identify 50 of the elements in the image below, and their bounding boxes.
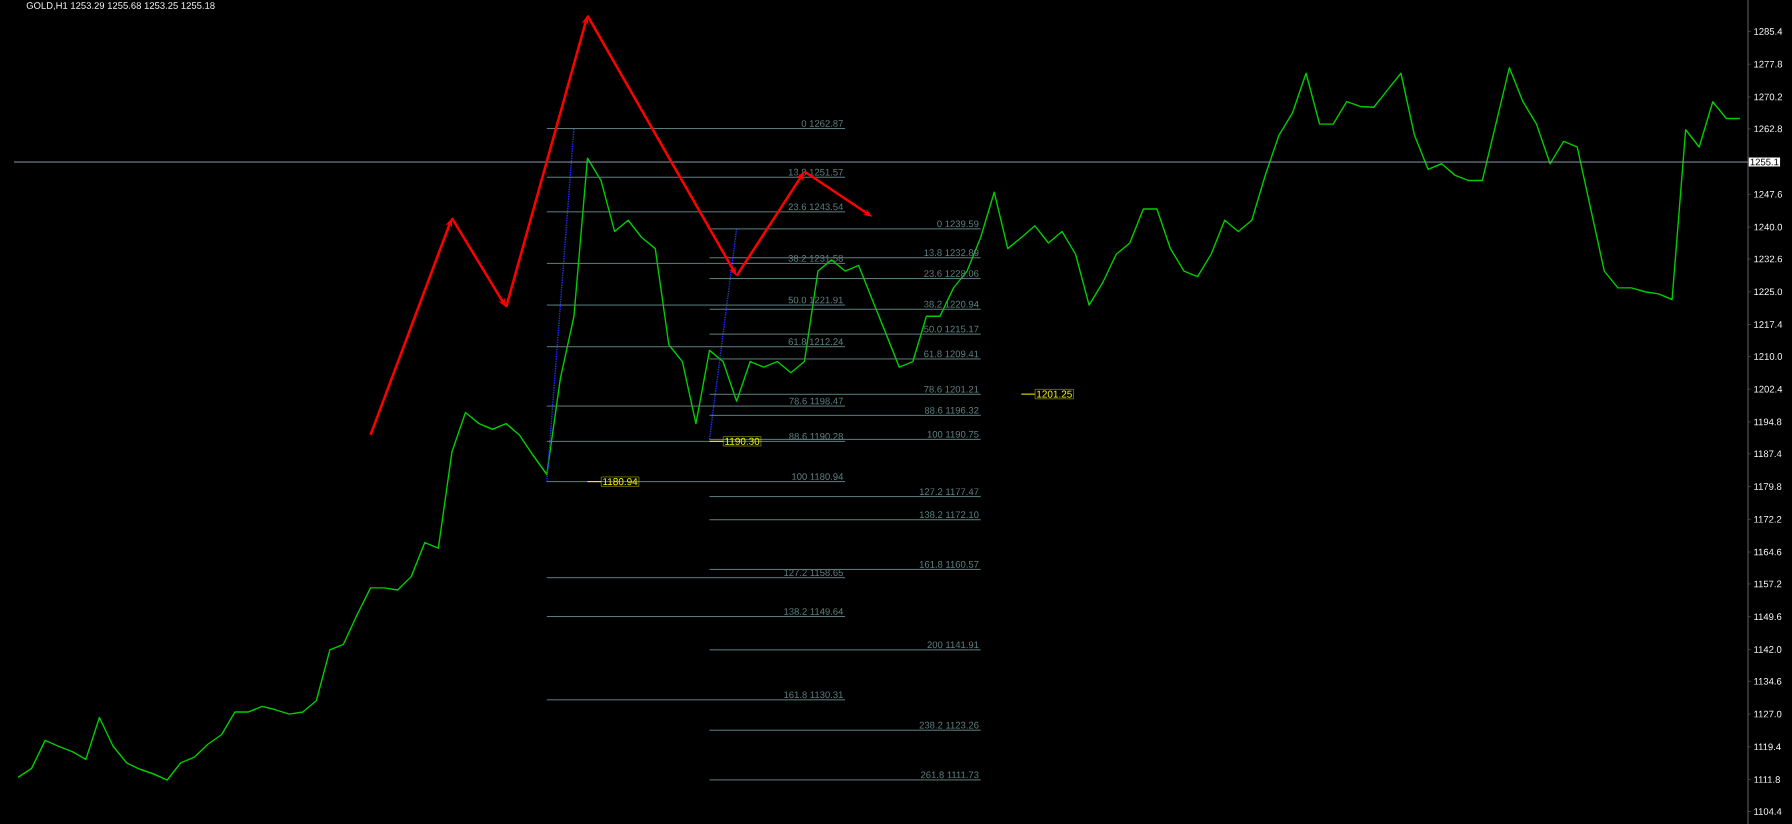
- y-tick-label: 1194.8: [1754, 418, 1782, 426]
- series-label: 127.2 1158.65: [784, 569, 843, 576]
- y-tick-label: 1262.8: [1754, 125, 1783, 133]
- series-label: 61.8 1209.41: [924, 350, 979, 358]
- series-label: 161.8 1160.57: [919, 561, 979, 568]
- y-tick-label: 1225.0: [1754, 288, 1783, 296]
- y-tick-label: 1134.6: [1754, 678, 1782, 685]
- y-tick-label: 1149.6: [1754, 613, 1782, 621]
- y-tick-label: 1164.6: [1754, 548, 1782, 556]
- series-label: 127.2 1177.47: [919, 488, 979, 495]
- y-tick-label: 1202.4: [1754, 385, 1783, 393]
- y-tick-label: 1157.2: [1754, 580, 1782, 588]
- y-tick-label: 1217.4: [1754, 321, 1783, 328]
- y-tick-label: 1232.6: [1754, 255, 1783, 263]
- series-label: 78.6 1198.47: [789, 397, 843, 405]
- series-label: 0 1262.87: [801, 120, 843, 127]
- y-tick-label: 1277.8: [1754, 60, 1783, 68]
- series-label: 138.2 1149.64: [784, 608, 844, 615]
- series-label: 23.6 1243.54: [788, 203, 844, 211]
- y-tick-label: 1247.6: [1754, 191, 1783, 198]
- series-label: 88.6 1196.32: [924, 406, 979, 414]
- series-label: 200 1141.91: [927, 641, 979, 649]
- y-tick-label: 1111.8: [1754, 776, 1780, 783]
- ref-line-label: 1255.1: [1750, 158, 1779, 166]
- series-label: 78.6 1201.21: [924, 385, 979, 393]
- y-tick-label: 1142.0: [1754, 646, 1782, 653]
- series-label: 1201.25: [1037, 390, 1072, 398]
- y-tick-label: 1240.0: [1754, 223, 1783, 231]
- y-tick-label: 1187.4: [1754, 450, 1782, 458]
- series-label: 238.2 1123.26: [919, 721, 979, 729]
- y-tick-label: 1119.4: [1754, 743, 1781, 751]
- y-tick-label: 1179.8: [1754, 483, 1782, 490]
- series-label: 88.6 1190.28: [789, 432, 843, 440]
- y-tick-label: 1104.4: [1754, 808, 1782, 815]
- series-label: 100 1190.75: [927, 430, 979, 438]
- series-label: 138.2 1172.10: [919, 511, 979, 519]
- y-tick-label: 1210.0: [1754, 353, 1783, 360]
- series-label: 261.8 1111.73: [921, 771, 979, 779]
- series-label: 161.8 1130.31: [784, 691, 843, 699]
- series-label: 100 1180.94: [792, 473, 844, 480]
- chart-title: GOLD,H1 1253.29 1255.68 1253.25 1255.18: [26, 2, 215, 11]
- y-tick-label: 1172.2: [1754, 516, 1782, 523]
- y-tick-label: 1270.2: [1754, 93, 1783, 101]
- series-label: 1190.30: [725, 437, 760, 445]
- y-tick-label: 1285.4: [1754, 28, 1783, 35]
- series-label: 0 1239.59: [937, 220, 979, 228]
- series-label: 50.0 1215.17: [924, 325, 979, 333]
- series-label: 61.8 1212.24: [788, 338, 844, 346]
- y-tick-label: 1127.0: [1754, 710, 1782, 718]
- series-label: 1180.94: [603, 478, 638, 486]
